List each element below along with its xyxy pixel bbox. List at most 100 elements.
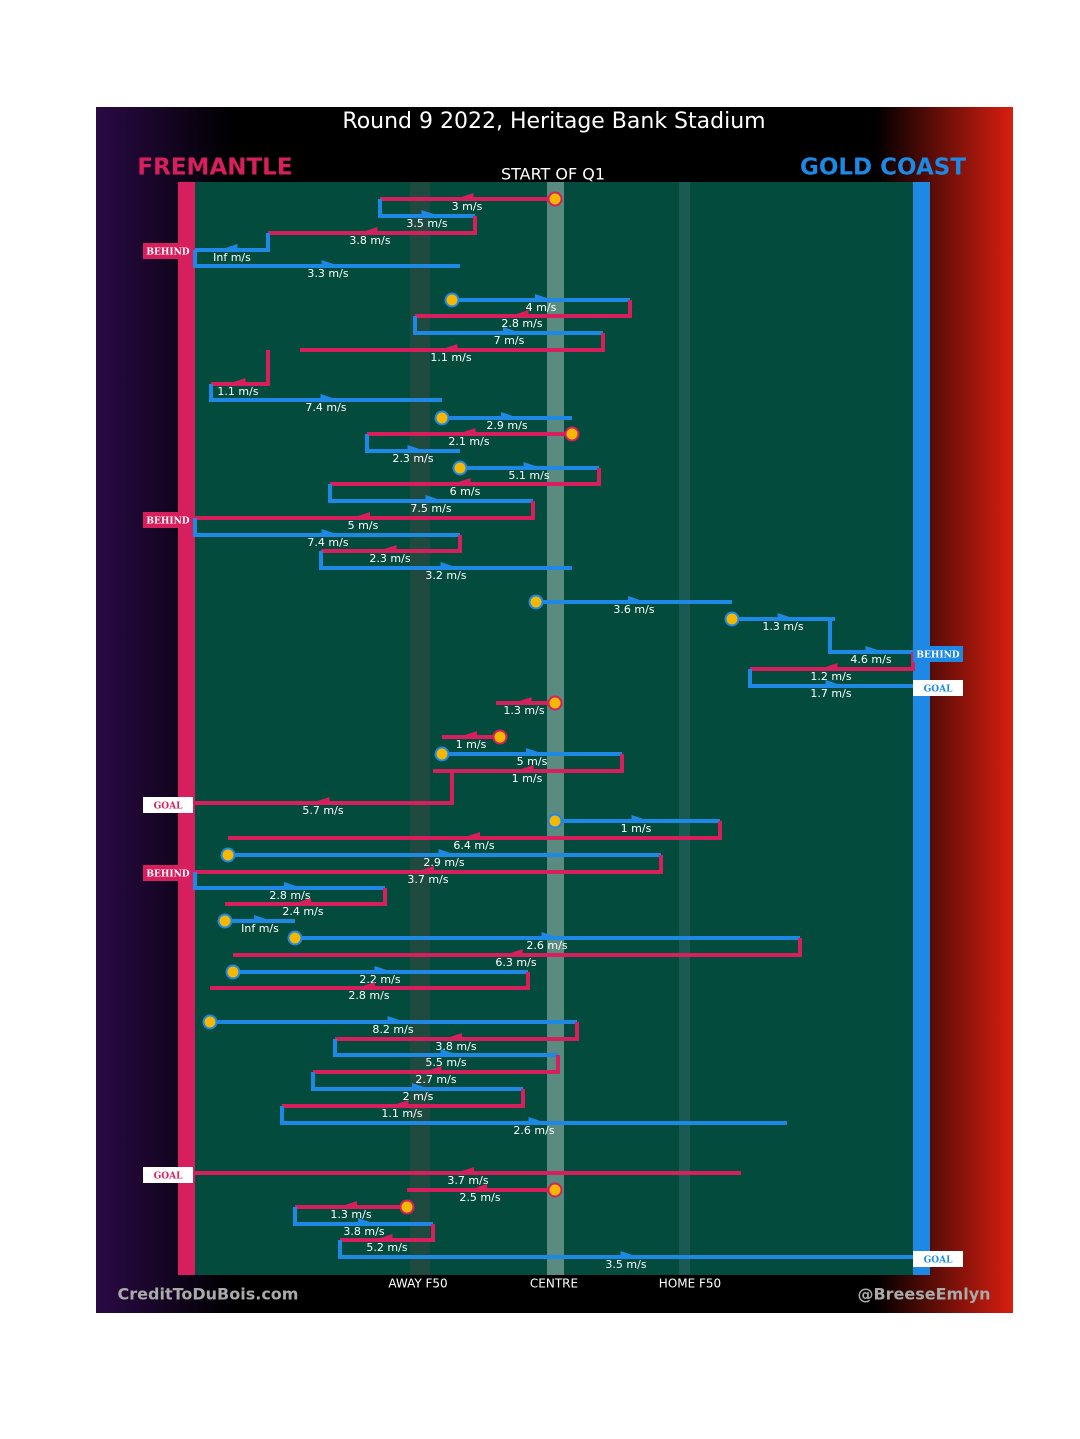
outcome-label: GOAL <box>154 802 184 812</box>
outcome-label: GOAL <box>924 685 954 695</box>
pass-speed: 5 m/s <box>348 519 379 532</box>
pass-speed: 3.8 m/s <box>349 234 390 247</box>
pass-line <box>311 1072 523 1091</box>
outcome-badge <box>143 243 193 259</box>
pass-line <box>193 250 460 268</box>
ball <box>444 292 460 308</box>
away-f50-zone <box>410 182 430 1275</box>
pass-speed: 1 m/s <box>512 772 543 785</box>
pass-speed: 7.4 m/s <box>307 536 348 549</box>
pass-speed: 2.9 m/s <box>423 856 464 869</box>
pass-line <box>338 1240 913 1259</box>
pass-arrow <box>504 949 523 955</box>
pass-speed: 6.4 m/s <box>453 839 494 852</box>
ball <box>528 594 544 610</box>
pass-speed: 3.7 m/s <box>407 873 448 886</box>
pass-speed: 4 m/s <box>526 301 557 314</box>
pass-speed: 3.7 m/s <box>447 1174 488 1187</box>
home-f50-zone <box>679 182 690 1275</box>
pass-speed: 2.1 m/s <box>448 435 489 448</box>
pass-speed: Inf m/s <box>213 251 251 264</box>
pass-arrow <box>425 495 444 501</box>
outcome-label: GOAL <box>154 1172 184 1182</box>
pass-speed: 5.7 m/s <box>302 804 343 817</box>
pass-line <box>268 216 477 235</box>
pass-arrow <box>423 1066 442 1072</box>
period: START OF Q1 <box>501 165 605 184</box>
pass-arrow <box>374 1234 393 1240</box>
pass-arrow <box>412 1083 430 1089</box>
pass-arrow <box>321 529 340 535</box>
ball <box>287 930 303 946</box>
pass-arrow <box>819 663 838 669</box>
pass-speed: 3.8 m/s <box>343 1225 384 1238</box>
pass-speed: 2.6 m/s <box>526 939 567 952</box>
pass-speed: 2.6 m/s <box>513 1124 554 1137</box>
right-team: GOLD COAST <box>800 155 966 181</box>
pass-speed: 2.8 m/s <box>348 989 389 1002</box>
pass-speed: 2.3 m/s <box>369 552 410 565</box>
pass-speed: 2 m/s <box>403 1090 434 1103</box>
pass-speed: 3.8 m/s <box>435 1040 476 1053</box>
ball <box>547 813 563 829</box>
outcome-label: BEHIND <box>916 651 959 661</box>
pass-speed: 2.7 m/s <box>415 1073 456 1086</box>
pass-speed: 6.3 m/s <box>495 956 536 969</box>
pass-speed: 1 m/s <box>456 738 487 751</box>
pass-line <box>340 1224 435 1242</box>
ball <box>547 191 563 207</box>
pass-speed: Inf m/s <box>241 922 279 935</box>
pass-line <box>378 199 475 218</box>
outcome-label: BEHIND <box>146 517 189 527</box>
pass-speed: 7.5 m/s <box>410 502 451 515</box>
pass-speed: 2.9 m/s <box>486 419 527 432</box>
pass-line <box>225 888 387 906</box>
pass-arrow <box>459 731 477 737</box>
ball <box>217 913 233 929</box>
pass-speed: 3.6 m/s <box>613 603 654 616</box>
pass-arrow <box>825 680 844 686</box>
pass-speed: 3.2 m/s <box>425 569 466 582</box>
pass-arrow <box>631 815 650 821</box>
pass-line <box>433 754 624 773</box>
pass-line <box>748 669 913 688</box>
pass-speed: 1.3 m/s <box>762 620 803 633</box>
pass-speed: 1.1 m/s <box>217 385 258 398</box>
pass-arrow <box>374 966 393 972</box>
pass-line <box>282 1089 525 1108</box>
pass-arrow <box>352 512 370 518</box>
pass-arrow <box>421 210 440 216</box>
zone-label: AWAY F50 <box>388 1277 447 1291</box>
pass-line <box>335 1022 579 1041</box>
pass-arrow <box>513 697 532 703</box>
pass-arrow <box>359 227 378 233</box>
pass-speed: 4.6 m/s <box>850 653 891 666</box>
pass-speed: 2.3 m/s <box>392 452 433 465</box>
pass-speed: 2.5 m/s <box>459 1191 500 1204</box>
pass-speed: 5.1 m/s <box>508 469 549 482</box>
pass-arrow <box>528 1117 547 1123</box>
pass-arrow <box>227 378 246 384</box>
pass-line <box>415 300 632 318</box>
pass-arrow <box>219 244 238 250</box>
ball <box>434 746 450 762</box>
ball <box>399 1199 415 1215</box>
outcome-label: GOAL <box>924 1256 954 1266</box>
pass-arrow <box>254 915 272 921</box>
footer-right: @BreeseEmlyn <box>857 1285 990 1304</box>
pass-arrow <box>457 428 476 434</box>
pass-arrow <box>501 412 519 418</box>
left-goal-line <box>178 182 195 1275</box>
pass-line <box>195 771 454 805</box>
ball <box>547 695 563 711</box>
pass-speed: 2.2 m/s <box>359 973 400 986</box>
pass-arrow <box>456 1167 474 1173</box>
pass-line <box>333 1039 558 1057</box>
pass-line <box>233 938 802 957</box>
pass-speed: 3.5 m/s <box>605 1258 646 1271</box>
ball <box>220 847 236 863</box>
pass-arrow <box>444 1033 462 1039</box>
pass-arrow <box>628 596 646 602</box>
pass-arrow <box>321 260 340 266</box>
